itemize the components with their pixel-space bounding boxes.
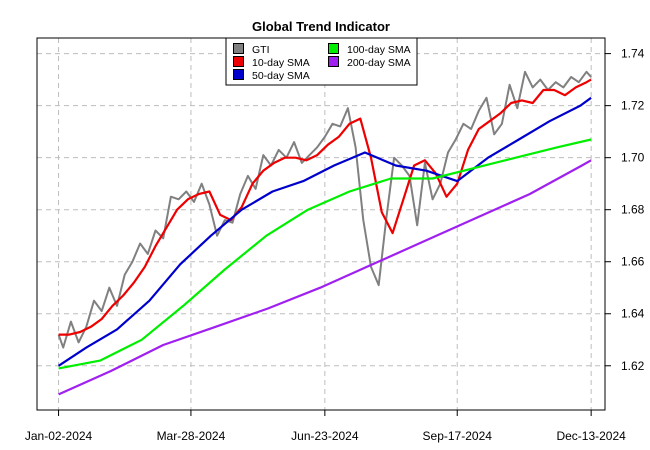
legend-swatch [233, 56, 244, 67]
legend-label: 100-day SMA [347, 44, 411, 56]
x-tick-label: Sep-17-2024 [423, 429, 493, 443]
x-tick-label: Jan-02-2024 [25, 429, 93, 443]
series-line-50-day-sma [57, 96, 592, 367]
y-tick-label: 1.72 [621, 99, 645, 113]
y-tick-label: 1.68 [621, 203, 645, 217]
series-line-200-day-sma [58, 159, 592, 396]
legend-label: 10-day SMA [252, 57, 310, 69]
legend-box [225, 37, 418, 86]
x-tick-label: Mar-28-2024 [157, 429, 226, 443]
axes: Jan-02-2024 Mar-28-2024 Jun-23-2024 Sep-17-… [25, 47, 645, 443]
y-tick-label: 1.70 [621, 151, 645, 165]
legend-label: 50-day SMA [252, 70, 310, 82]
legend-swatch [233, 43, 244, 54]
y-tick-label: 1.62 [621, 359, 645, 373]
legend-swatch [328, 56, 339, 67]
series-line-100-day-sma [58, 138, 592, 370]
y-tick-label: 1.66 [621, 255, 645, 269]
legend-swatch [328, 43, 339, 54]
series-line-10-day-sma [58, 78, 592, 336]
y-tick-label: 1.64 [621, 307, 645, 321]
x-tick-label: Dec-13-2024 [556, 429, 626, 443]
legend-label: 200-day SMA [347, 57, 411, 69]
y-tick-label: 1.74 [621, 47, 645, 61]
x-tick-label: Jun-23-2024 [291, 429, 359, 443]
legend-swatch [233, 69, 244, 80]
series-layer [57, 70, 592, 396]
legend-label: GTI [252, 44, 270, 56]
chart-title: Global Trend Indicator [252, 19, 390, 34]
